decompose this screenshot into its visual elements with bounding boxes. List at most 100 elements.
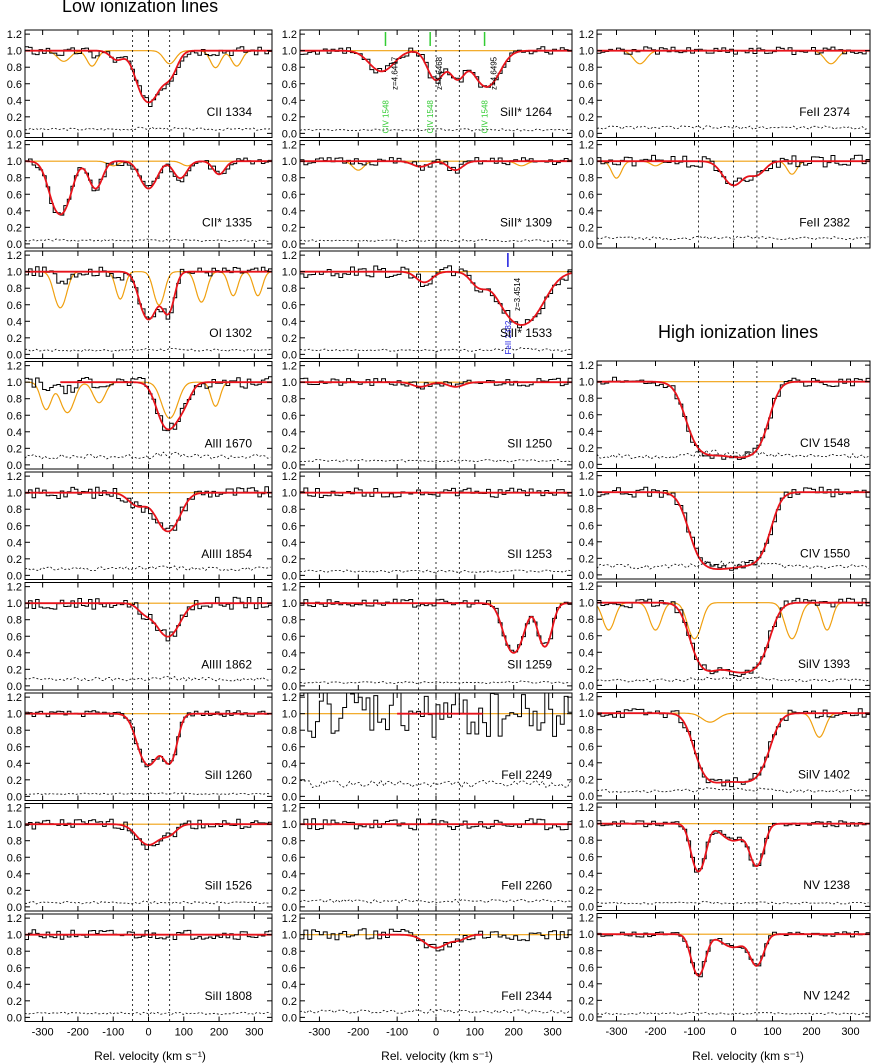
y-tick-label: 0.8: [579, 614, 594, 626]
high-ionization-heading: High ionization lines: [658, 322, 818, 342]
y-tick-label: 1.2: [579, 471, 594, 483]
ion-label: CIV 1550: [800, 547, 850, 561]
x-tick-label: -300: [308, 1027, 330, 1039]
panel-aliii-1862: 0.0 0.2 0.4 0.6 0.8 1.0 1.2 AlIII 1862: [7, 582, 273, 693]
error-spectrum: [597, 1011, 869, 1015]
y-tick-label: 1.0: [7, 819, 22, 831]
y-tick-label: 0.4: [7, 427, 22, 439]
y-tick-label: 1.2: [579, 140, 594, 152]
ion-label: SII 1250: [507, 437, 552, 451]
y-tick-label: 0.2: [7, 333, 22, 345]
y-tick-label: 0.2: [7, 222, 22, 234]
panel-plot-area: [25, 914, 272, 1022]
y-tick-label: 0.0: [579, 459, 594, 471]
x-tick-label: 300: [543, 1027, 561, 1039]
y-tick-label: 1.2: [7, 692, 22, 704]
observed-spectrum: [300, 693, 572, 738]
x-tick-label: -300: [32, 1027, 54, 1039]
blend-marker-redshift: z=3.4514: [513, 277, 522, 311]
y-tick-label: 1.2: [579, 581, 594, 593]
ion-label: AlIII 1862: [201, 658, 252, 672]
y-tick-label: 0.4: [282, 648, 297, 660]
y-tick-label: 0.6: [579, 410, 594, 422]
y-tick-label: 0.6: [282, 963, 297, 975]
y-tick-label: 1.2: [7, 250, 22, 262]
y-tick-label: 0.4: [579, 979, 594, 991]
y-tick-label: 0.0: [282, 349, 297, 361]
y-tick-label: 1.0: [282, 267, 297, 279]
y-tick-label: 1.0: [7, 709, 22, 721]
y-tick-label: 0.8: [7, 283, 22, 295]
error-spectrum: [597, 125, 869, 130]
y-tick-label: 1.2: [579, 692, 594, 704]
error-spectrum: [300, 239, 571, 242]
y-tick-label: 0.4: [282, 979, 297, 991]
error-spectrum: [300, 1008, 571, 1014]
y-tick-label: 0.2: [7, 554, 22, 566]
y-tick-label: 1.2: [7, 471, 22, 483]
error-spectrum: [25, 238, 271, 242]
y-tick-label: 0.6: [282, 410, 297, 422]
voigt-fit-line: [25, 49, 272, 104]
ion-label: CII 1334: [207, 105, 253, 119]
y-tick-label: 0.2: [282, 443, 297, 455]
panel-plot-area: [25, 693, 272, 801]
x-tick-label: 100: [175, 1027, 193, 1039]
y-tick-label: 0.6: [7, 300, 22, 312]
x-tick-label: 0: [433, 1027, 439, 1039]
voigt-fit-line: [60, 381, 272, 431]
error-spectrum: [25, 126, 271, 131]
y-tick-label: 1.2: [7, 140, 22, 152]
panel-siii-1808: 0.0 0.2 0.4 0.6 0.8 1.0 1.2 -300 -200 -100 0 100 200…: [7, 913, 273, 1039]
x-tick-label: -200: [67, 1027, 89, 1039]
ion-label: SiII 1808: [205, 989, 253, 1003]
x-tick-label: 200: [505, 1027, 523, 1039]
error-spectrum: [597, 235, 869, 241]
x-tick-label: 200: [210, 1027, 228, 1039]
panel-plot-area: [597, 692, 870, 800]
ion-label: SII 1259: [507, 658, 552, 672]
y-tick-label: 0.0: [7, 570, 22, 582]
x-tick-label: 300: [841, 1026, 859, 1038]
y-tick-label: 0.8: [579, 946, 594, 958]
y-tick-label: 0.0: [282, 239, 297, 251]
y-tick-label: 0.4: [7, 537, 22, 549]
y-tick-label: 0.0: [7, 349, 22, 361]
voigt-fit-line: [597, 712, 870, 784]
y-tick-label: 0.8: [282, 836, 297, 848]
voigt-fit-line: [300, 270, 572, 326]
panel-plot-area: CIV 1548 z=4.6447 CIV 1548 z=4.6468 CIV 1548…: [300, 30, 572, 138]
y-tick-label: 0.4: [579, 206, 594, 218]
error-spectrum: [597, 676, 869, 683]
x-tick-label: 0: [730, 1026, 736, 1038]
panel-siii-1309: 0.0 0.2 0.4 0.6 0.8 1.0 1.2 SiII* 1309: [282, 140, 573, 251]
blend-marker-label: FeII 2382: [504, 320, 513, 354]
y-tick-label: 0.2: [7, 443, 22, 455]
y-tick-label: 0.0: [7, 460, 22, 472]
y-tick-label: 1.0: [7, 267, 22, 279]
x-tick-label: -200: [347, 1027, 369, 1039]
error-spectrum: [300, 569, 571, 573]
y-tick-label: 0.4: [282, 869, 297, 881]
ion-label: SiIV 1393: [798, 657, 850, 671]
y-tick-label: 0.0: [282, 902, 297, 914]
y-tick-label: 0.8: [282, 615, 297, 627]
x-tick-label: 100: [466, 1027, 484, 1039]
y-tick-label: 1.0: [7, 598, 22, 610]
panel-siii-1264: CIV 1548 z=4.6447 CIV 1548 z=4.6468 CIV 1548…: [282, 29, 573, 140]
x-tick-label: -300: [605, 1026, 627, 1038]
ion-label: SiII* 1309: [500, 216, 552, 230]
ion-label: FeII 2374: [799, 105, 850, 119]
panel-feii-2374: 0.0 0.2 0.4 0.6 0.8 1.0 1.2 FeII 2374: [579, 29, 871, 140]
y-tick-label: 0.4: [7, 758, 22, 770]
x-tick-label: 300: [245, 1027, 263, 1039]
y-tick-label: 0.6: [282, 79, 297, 91]
panel-plot-area: [300, 472, 572, 580]
y-tick-label: 1.2: [7, 29, 22, 41]
y-tick-label: 0.4: [7, 206, 22, 218]
x-tick-label: -100: [683, 1026, 705, 1038]
y-tick-label: 0.8: [7, 394, 22, 406]
y-tick-label: 0.6: [7, 742, 22, 754]
panel-plot-area: [300, 140, 572, 248]
